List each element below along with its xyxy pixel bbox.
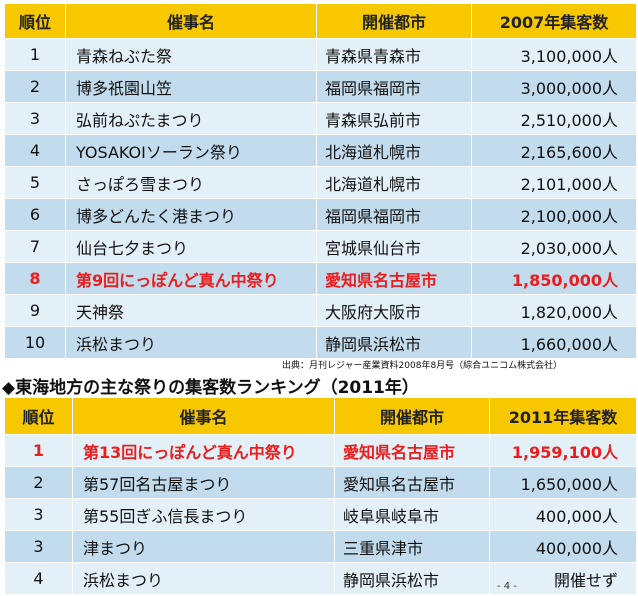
table-header-row: 順位 催事名 開催都市 2007年集客数 bbox=[4, 3, 637, 39]
header-city: 開催都市 bbox=[316, 3, 472, 39]
city-cell: 福岡県福岡市 bbox=[316, 198, 472, 231]
visitors-cell: 2,510,000人 bbox=[471, 102, 637, 135]
event-name-cell: 第13回にっぽんど真ん中祭り bbox=[72, 434, 335, 467]
table-row: 2 第57回名古屋まつり 愛知県名古屋市 1,650,000人 bbox=[4, 466, 637, 499]
city-cell: 大阪府大阪市 bbox=[316, 294, 472, 327]
rank-cell: 6 bbox=[4, 198, 66, 231]
visitors-cell: 1,850,000人 bbox=[471, 262, 637, 295]
visitors-cell: 400,000人 bbox=[489, 498, 637, 531]
city-cell: 愛知県名古屋市 bbox=[334, 466, 490, 499]
ranking-table-2011: 順位 催事名 開催都市 2011年集客数 1 第13回にっぽんど真ん中祭り 愛知… bbox=[4, 397, 637, 595]
rank-cell: 3 bbox=[4, 102, 66, 135]
table-row-highlighted: 1 第13回にっぽんど真ん中祭り 愛知県名古屋市 1,959,100人 bbox=[4, 434, 637, 467]
city-cell: 宮城県仙台市 bbox=[316, 230, 472, 263]
rank-cell: 1 bbox=[4, 434, 73, 467]
table-row: 4 YOSAKOIソーラン祭り 北海道札幌市 2,165,600人 bbox=[4, 134, 637, 167]
visitors-cell: 400,000人 bbox=[489, 530, 637, 563]
rank-cell: 3 bbox=[4, 530, 73, 563]
header-rank: 順位 bbox=[4, 3, 66, 39]
rank-cell: 1 bbox=[4, 38, 66, 71]
city-cell: 岐阜県岐阜市 bbox=[334, 498, 490, 531]
rank-cell: 10 bbox=[4, 326, 66, 359]
event-name-cell: 弘前ねぷたまつり bbox=[65, 102, 317, 135]
table-row: 1 青森ねぶた祭 青森県青森市 3,100,000人 bbox=[4, 38, 637, 71]
table-header-row: 順位 催事名 開催都市 2011年集客数 bbox=[4, 397, 637, 435]
visitors-cell: 2,030,000人 bbox=[471, 230, 637, 263]
rank-cell: 2 bbox=[4, 466, 73, 499]
header-visitors: 2011年集客数 bbox=[489, 397, 637, 435]
city-cell: 北海道札幌市 bbox=[316, 134, 472, 167]
table-row: 3 津まつり 三重県津市 400,000人 bbox=[4, 530, 637, 563]
rank-cell: 9 bbox=[4, 294, 66, 327]
city-cell: 青森県弘前市 bbox=[316, 102, 472, 135]
event-name-cell: 天神祭 bbox=[65, 294, 317, 327]
visitors-cell: 2,165,600人 bbox=[471, 134, 637, 167]
event-name-cell: 博多どんたく港まつり bbox=[65, 198, 317, 231]
table-row: 3 弘前ねぷたまつり 青森県弘前市 2,510,000人 bbox=[4, 102, 637, 135]
city-cell: 静岡県浜松市 bbox=[334, 562, 490, 595]
page-number: - 4 - bbox=[497, 581, 517, 592]
ranking-table-2007: 順位 催事名 開催都市 2007年集客数 1 青森ねぶた祭 青森県青森市 3,1… bbox=[4, 3, 637, 359]
table-row: 7 仙台七夕まつり 宮城県仙台市 2,030,000人 bbox=[4, 230, 637, 263]
event-name-cell: 津まつり bbox=[72, 530, 335, 563]
rank-cell: 8 bbox=[4, 262, 66, 295]
visitors-cell: 3,000,000人 bbox=[471, 70, 637, 103]
table-row: 4 浜松まつり 静岡県浜松市 開催せず bbox=[4, 562, 637, 595]
city-cell: 愛知県名古屋市 bbox=[334, 434, 490, 467]
event-name-cell: 浜松まつり bbox=[72, 562, 335, 595]
event-name-cell: 第55回ぎふ信長まつり bbox=[72, 498, 335, 531]
visitors-cell: 1,820,000人 bbox=[471, 294, 637, 327]
event-name-cell: 第57回名古屋まつり bbox=[72, 466, 335, 499]
visitors-cell: 2,100,000人 bbox=[471, 198, 637, 231]
city-cell: 北海道札幌市 bbox=[316, 166, 472, 199]
event-name-cell: 浜松まつり bbox=[65, 326, 317, 359]
visitors-cell: 1,650,000人 bbox=[489, 466, 637, 499]
visitors-cell: 1,660,000人 bbox=[471, 326, 637, 359]
header-visitors: 2007年集客数 bbox=[471, 3, 637, 39]
table-row-highlighted: 8 第9回にっぽんど真ん中祭り 愛知県名古屋市 1,850,000人 bbox=[4, 262, 637, 295]
rank-cell: 5 bbox=[4, 166, 66, 199]
header-event-name: 催事名 bbox=[65, 3, 317, 39]
event-name-cell: 博多祇園山笠 bbox=[65, 70, 317, 103]
event-name-cell: 青森ねぶた祭 bbox=[65, 38, 317, 71]
rank-cell: 7 bbox=[4, 230, 66, 263]
table-row: 9 天神祭 大阪府大阪市 1,820,000人 bbox=[4, 294, 637, 327]
city-cell: 愛知県名古屋市 bbox=[316, 262, 472, 295]
table-row: 2 博多祇園山笠 福岡県福岡市 3,000,000人 bbox=[4, 70, 637, 103]
visitors-cell: 1,959,100人 bbox=[489, 434, 637, 467]
visitors-cell: 3,100,000人 bbox=[471, 38, 637, 71]
event-name-cell: YOSAKOIソーラン祭り bbox=[65, 134, 317, 167]
city-cell: 静岡県浜松市 bbox=[316, 326, 472, 359]
event-name-cell: さっぽろ雪まつり bbox=[65, 166, 317, 199]
table-row: 5 さっぽろ雪まつり 北海道札幌市 2,101,000人 bbox=[4, 166, 637, 199]
event-name-cell: 第9回にっぽんど真ん中祭り bbox=[65, 262, 317, 295]
section-heading: ◆東海地方の主な祭りの集客数ランキング（2011年） bbox=[2, 378, 419, 398]
rank-cell: 2 bbox=[4, 70, 66, 103]
visitors-cell: 開催せず bbox=[489, 562, 637, 595]
header-event-name: 催事名 bbox=[72, 397, 335, 435]
header-rank: 順位 bbox=[4, 397, 73, 435]
rank-cell: 3 bbox=[4, 498, 73, 531]
rank-cell: 4 bbox=[4, 134, 66, 167]
visitors-cell: 2,101,000人 bbox=[471, 166, 637, 199]
header-city: 開催都市 bbox=[334, 397, 490, 435]
rank-cell: 4 bbox=[4, 562, 73, 595]
city-cell: 青森県青森市 bbox=[316, 38, 472, 71]
event-name-cell: 仙台七夕まつり bbox=[65, 230, 317, 263]
table-row: 3 第55回ぎふ信長まつり 岐阜県岐阜市 400,000人 bbox=[4, 498, 637, 531]
city-cell: 福岡県福岡市 bbox=[316, 70, 472, 103]
source-note: 出典：月刊レジャー産業資料2008年8月号（綜合ユニコム株式会社） bbox=[282, 361, 563, 371]
city-cell: 三重県津市 bbox=[334, 530, 490, 563]
table-row: 10 浜松まつり 静岡県浜松市 1,660,000人 bbox=[4, 326, 637, 359]
table-row: 6 博多どんたく港まつり 福岡県福岡市 2,100,000人 bbox=[4, 198, 637, 231]
